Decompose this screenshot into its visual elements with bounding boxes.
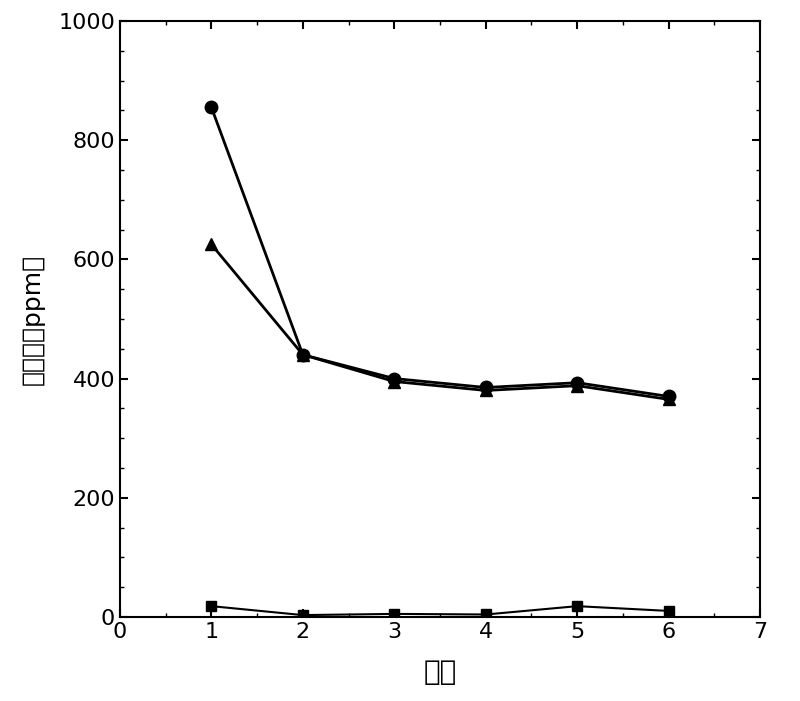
Y-axis label: 氯离子（ppm）: 氯离子（ppm） <box>20 253 44 385</box>
X-axis label: 水洗: 水洗 <box>423 658 457 686</box>
